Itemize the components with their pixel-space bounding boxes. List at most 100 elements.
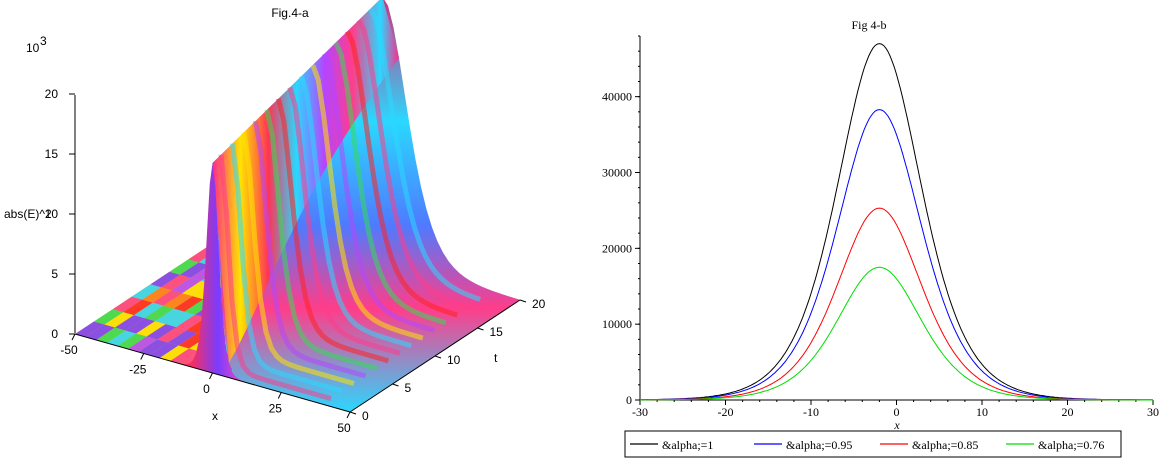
x-tick-label: 50: [337, 421, 351, 435]
x-tick-mark: [140, 353, 145, 360]
t-tick-label: 10: [447, 353, 461, 367]
z-scale-base: 10: [26, 41, 40, 55]
base-speckle: [142, 287, 172, 303]
t-tick-mark: [477, 327, 484, 331]
x-ticks: -50 -25 0 25 50: [60, 333, 351, 435]
series-group: [639, 43, 1154, 401]
ridge-band: [287, 86, 401, 356]
t-axis-label: t: [494, 351, 498, 365]
t-tick-label: 15: [490, 325, 504, 339]
base-speckle: [104, 312, 134, 328]
base-speckle: [163, 293, 193, 309]
legend-label-1: &alpha;=0.95: [786, 438, 852, 452]
legend-label-0: &alpha;=1: [662, 438, 713, 452]
z-tick-label: 5: [51, 267, 58, 281]
base-speckle: [165, 311, 196, 328]
base-speckle: [176, 314, 206, 331]
x-tick-label-b: -30: [632, 405, 648, 419]
x-axis-label: x: [212, 409, 218, 423]
base-speckle: [138, 339, 168, 355]
ridge-band: [218, 154, 332, 402]
ridge-band: [321, 52, 435, 333]
legend-items: &alpha;=1 &alpha;=0.95 &alpha;=0.85 &alpha;…: [630, 438, 1104, 452]
ridge-front: [157, 163, 268, 389]
t-tick-mark: [349, 411, 357, 415]
y-tick-label: 0: [626, 393, 632, 407]
base-speckle: [127, 336, 158, 352]
base-speckle: [96, 327, 126, 343]
y-tick-label: 30000: [602, 166, 632, 180]
series-line-3: [640, 266, 1153, 401]
legend: [624, 430, 1122, 458]
ridge-band: [368, 7, 482, 302]
base-speckle: [171, 277, 202, 294]
ridge-band: [264, 109, 378, 371]
base-speckle: [123, 299, 153, 316]
x-tick-label-b: -10: [803, 405, 819, 419]
t-tick-mark: [392, 383, 399, 387]
x-tick-mark: [346, 411, 351, 419]
x-tick-label: -25: [129, 363, 147, 377]
base-speckle: [180, 262, 210, 278]
chart-a-title: Fig.4-a: [271, 6, 309, 20]
base-speckle: [133, 302, 164, 319]
z-tick-label: 10: [45, 207, 59, 221]
base-speckle: [150, 271, 181, 288]
z-ticks: 0 5 10 15 20: [45, 87, 75, 341]
base-speckle: [93, 309, 124, 325]
ridge-band: [229, 143, 344, 394]
x-ticks-b: -30 -20 -10 0 10 20 30: [632, 400, 1159, 419]
base-speckle: [115, 315, 145, 331]
x-tick-mark: [71, 333, 76, 341]
t-ticks: 0 5 10 15 20: [349, 297, 546, 423]
x-tick-label: -50: [60, 343, 78, 357]
base-speckle: [146, 324, 177, 340]
base-speckle: [155, 308, 185, 325]
chart-b-title: Fig 4-b: [851, 18, 886, 32]
base-speckle: [170, 348, 200, 364]
z-scale-exponent: 3: [40, 34, 47, 48]
legend-label-2: &alpha;=0.85: [912, 438, 978, 452]
base-speckle: [131, 284, 162, 300]
ridge-band: [356, 19, 470, 310]
z-tick-label: 20: [45, 87, 59, 101]
ridge-band: [344, 30, 458, 318]
series-line-0: [640, 43, 1153, 401]
ridge-band: [252, 120, 367, 379]
y-ticks: 0 10000 20000 30000 40000: [602, 35, 640, 407]
x-tick-mark: [277, 392, 282, 399]
base-speckle: [149, 342, 179, 358]
base-speckle: [75, 321, 105, 337]
y-tick-label: 10000: [602, 317, 632, 331]
base-speckle: [106, 330, 137, 346]
base-speckle: [161, 274, 191, 291]
base-speckle: [159, 345, 190, 361]
t-tick-label: 0: [362, 409, 369, 423]
t-tick-label: 20: [532, 297, 546, 311]
ridge-band: [298, 75, 413, 349]
base-speckle: [136, 321, 166, 337]
x-tick-label-b: 0: [894, 405, 900, 419]
surface-layer: [75, 0, 520, 412]
line-chart: Fig 4-b 0 10000 20000 30000 40000 -30 -20 -10 0…: [602, 18, 1159, 458]
ridge-band: [275, 98, 390, 364]
t-tick-mark: [434, 355, 442, 359]
base-speckle: [144, 305, 174, 322]
x-axis-label-b: x: [893, 418, 900, 432]
y-tick-label: 20000: [602, 241, 632, 255]
surface-plot: Fig.4-a 10 3 0 5 10 15 20 abs(E)^2 -50 -25 0 25…: [4, 0, 546, 435]
series-line-2: [640, 207, 1154, 401]
z-axis-label: abs(E)^2: [4, 207, 52, 221]
base-speckle: [152, 290, 183, 306]
y-tick-label: 40000: [602, 90, 632, 104]
x-tick-label-b: 10: [976, 405, 988, 419]
base-speckle: [85, 324, 116, 340]
legend-label-3: &alpha;=0.76: [1038, 438, 1104, 452]
series-line-1: [639, 109, 1153, 401]
z-tick-label: 15: [45, 147, 59, 161]
ridge-band: [310, 64, 424, 341]
x-tick-label: 25: [269, 402, 283, 416]
base-speckle: [173, 296, 204, 312]
ridge-band: [333, 41, 447, 326]
